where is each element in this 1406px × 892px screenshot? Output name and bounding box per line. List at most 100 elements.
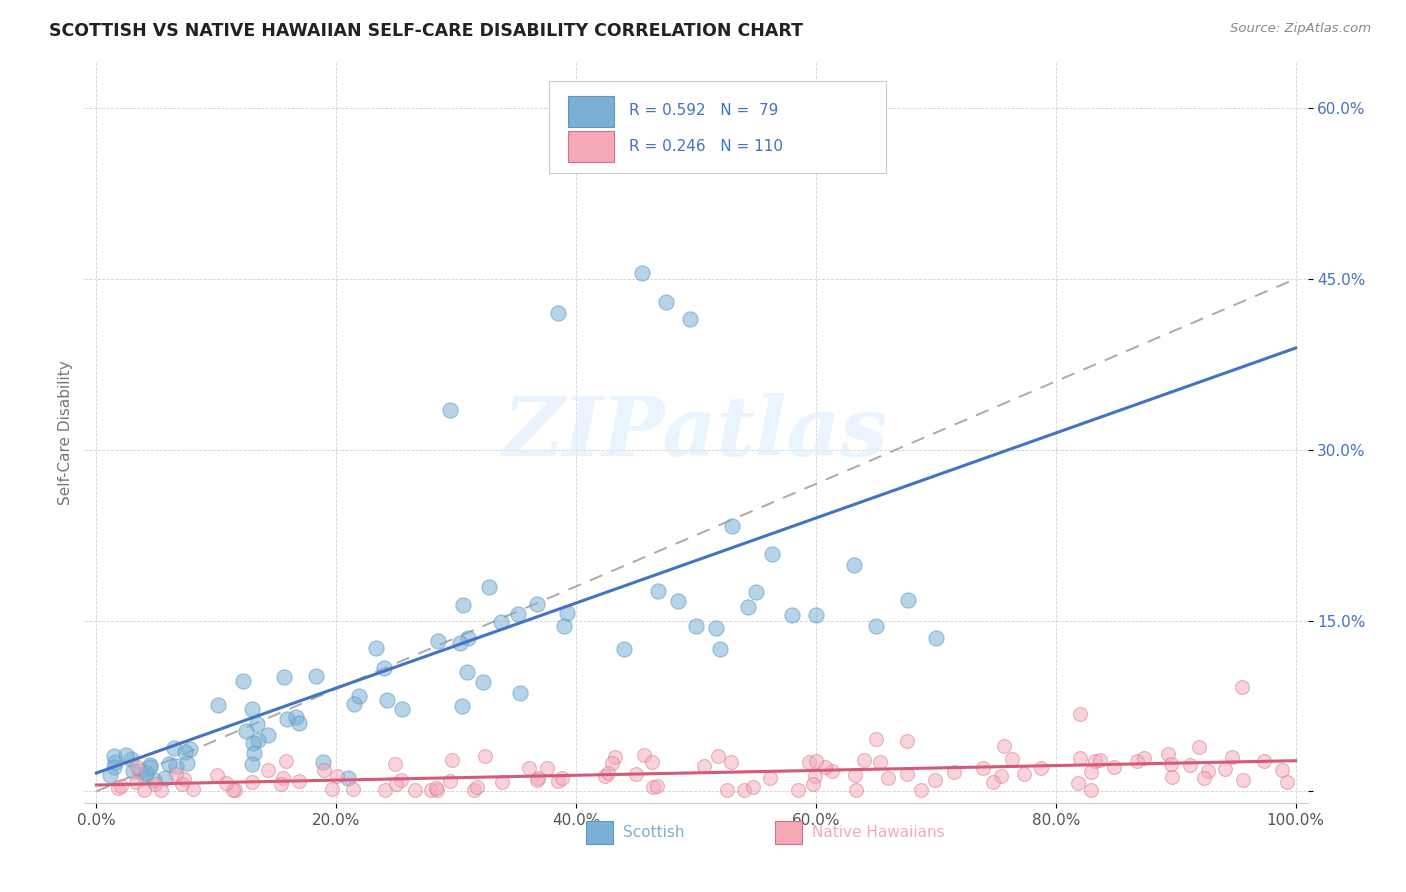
- Point: [737, 600, 759, 615]
- Point: [661, 141, 683, 155]
- Point: [471, 675, 494, 690]
- Point: [547, 773, 569, 788]
- Point: [786, 783, 808, 797]
- Point: [804, 754, 827, 768]
- Point: [457, 631, 479, 645]
- Point: [1232, 773, 1254, 788]
- Point: [449, 636, 471, 650]
- Point: [134, 783, 156, 797]
- Point: [451, 598, 474, 612]
- Point: [741, 780, 763, 794]
- Point: [1029, 761, 1052, 775]
- Point: [598, 766, 620, 780]
- Point: [925, 631, 948, 645]
- Point: [666, 594, 689, 608]
- Point: [801, 777, 824, 791]
- Point: [645, 779, 668, 793]
- Text: SCOTTISH VS NATIVE HAWAIIAN SELF-CARE DISABILITY CORRELATION CHART: SCOTTISH VS NATIVE HAWAIIAN SELF-CARE DI…: [49, 22, 803, 40]
- Point: [287, 773, 309, 788]
- Point: [1271, 763, 1294, 777]
- Point: [342, 781, 364, 796]
- Point: [647, 584, 669, 599]
- Point: [242, 736, 264, 750]
- Point: [506, 607, 529, 621]
- Point: [274, 754, 297, 768]
- Point: [157, 756, 180, 771]
- Point: [232, 674, 254, 689]
- Point: [853, 753, 876, 767]
- Point: [100, 768, 122, 782]
- Point: [1069, 706, 1091, 721]
- Point: [150, 783, 173, 797]
- Point: [993, 739, 1015, 753]
- Point: [440, 753, 463, 767]
- Point: [685, 619, 707, 633]
- Point: [910, 783, 932, 797]
- FancyBboxPatch shape: [550, 81, 886, 173]
- Point: [551, 771, 574, 785]
- Point: [1275, 775, 1298, 789]
- Point: [924, 773, 946, 788]
- Point: [1192, 771, 1215, 785]
- Point: [419, 783, 441, 797]
- Point: [1188, 740, 1211, 755]
- Point: [1102, 760, 1125, 774]
- Point: [844, 767, 866, 781]
- Point: [693, 759, 716, 773]
- Point: [1012, 767, 1035, 781]
- Point: [478, 580, 501, 594]
- Point: [439, 773, 461, 788]
- Point: [163, 740, 186, 755]
- Point: [337, 771, 360, 785]
- Point: [526, 772, 548, 787]
- Point: [1069, 751, 1091, 765]
- Point: [312, 756, 335, 770]
- Point: [326, 769, 349, 783]
- Point: [613, 642, 636, 657]
- Point: [145, 777, 167, 791]
- Point: [547, 306, 569, 320]
- Point: [1198, 764, 1220, 779]
- Point: [517, 761, 540, 775]
- Point: [426, 783, 449, 797]
- Point: [981, 774, 1004, 789]
- Point: [865, 619, 887, 633]
- Point: [474, 749, 496, 764]
- Point: [181, 781, 204, 796]
- Point: [288, 716, 311, 731]
- Point: [343, 697, 366, 711]
- Text: Scottish: Scottish: [623, 825, 685, 840]
- Point: [593, 769, 616, 783]
- Point: [799, 755, 821, 769]
- Point: [1230, 680, 1253, 694]
- Point: [207, 698, 229, 712]
- Point: [721, 518, 744, 533]
- Point: [990, 769, 1012, 783]
- Point: [135, 766, 157, 780]
- Point: [631, 266, 654, 280]
- Point: [427, 633, 450, 648]
- Point: [240, 756, 263, 771]
- Point: [491, 615, 513, 630]
- Point: [745, 585, 768, 599]
- Point: [173, 772, 195, 786]
- Point: [640, 755, 662, 769]
- Point: [125, 775, 148, 789]
- Point: [129, 764, 152, 778]
- Point: [526, 771, 548, 785]
- Point: [1160, 770, 1182, 784]
- Point: [425, 781, 447, 796]
- Point: [121, 764, 143, 778]
- Point: [465, 780, 488, 794]
- Text: R = 0.246   N = 110: R = 0.246 N = 110: [628, 139, 783, 154]
- Point: [312, 764, 335, 778]
- Point: [451, 699, 474, 714]
- Point: [384, 757, 406, 772]
- Text: Native Hawaiians: Native Hawaiians: [813, 825, 945, 840]
- Point: [134, 770, 156, 784]
- Point: [179, 742, 201, 756]
- Point: [804, 607, 827, 622]
- Text: Source: ZipAtlas.com: Source: ZipAtlas.com: [1230, 22, 1371, 36]
- Point: [1253, 755, 1275, 769]
- Point: [1001, 752, 1024, 766]
